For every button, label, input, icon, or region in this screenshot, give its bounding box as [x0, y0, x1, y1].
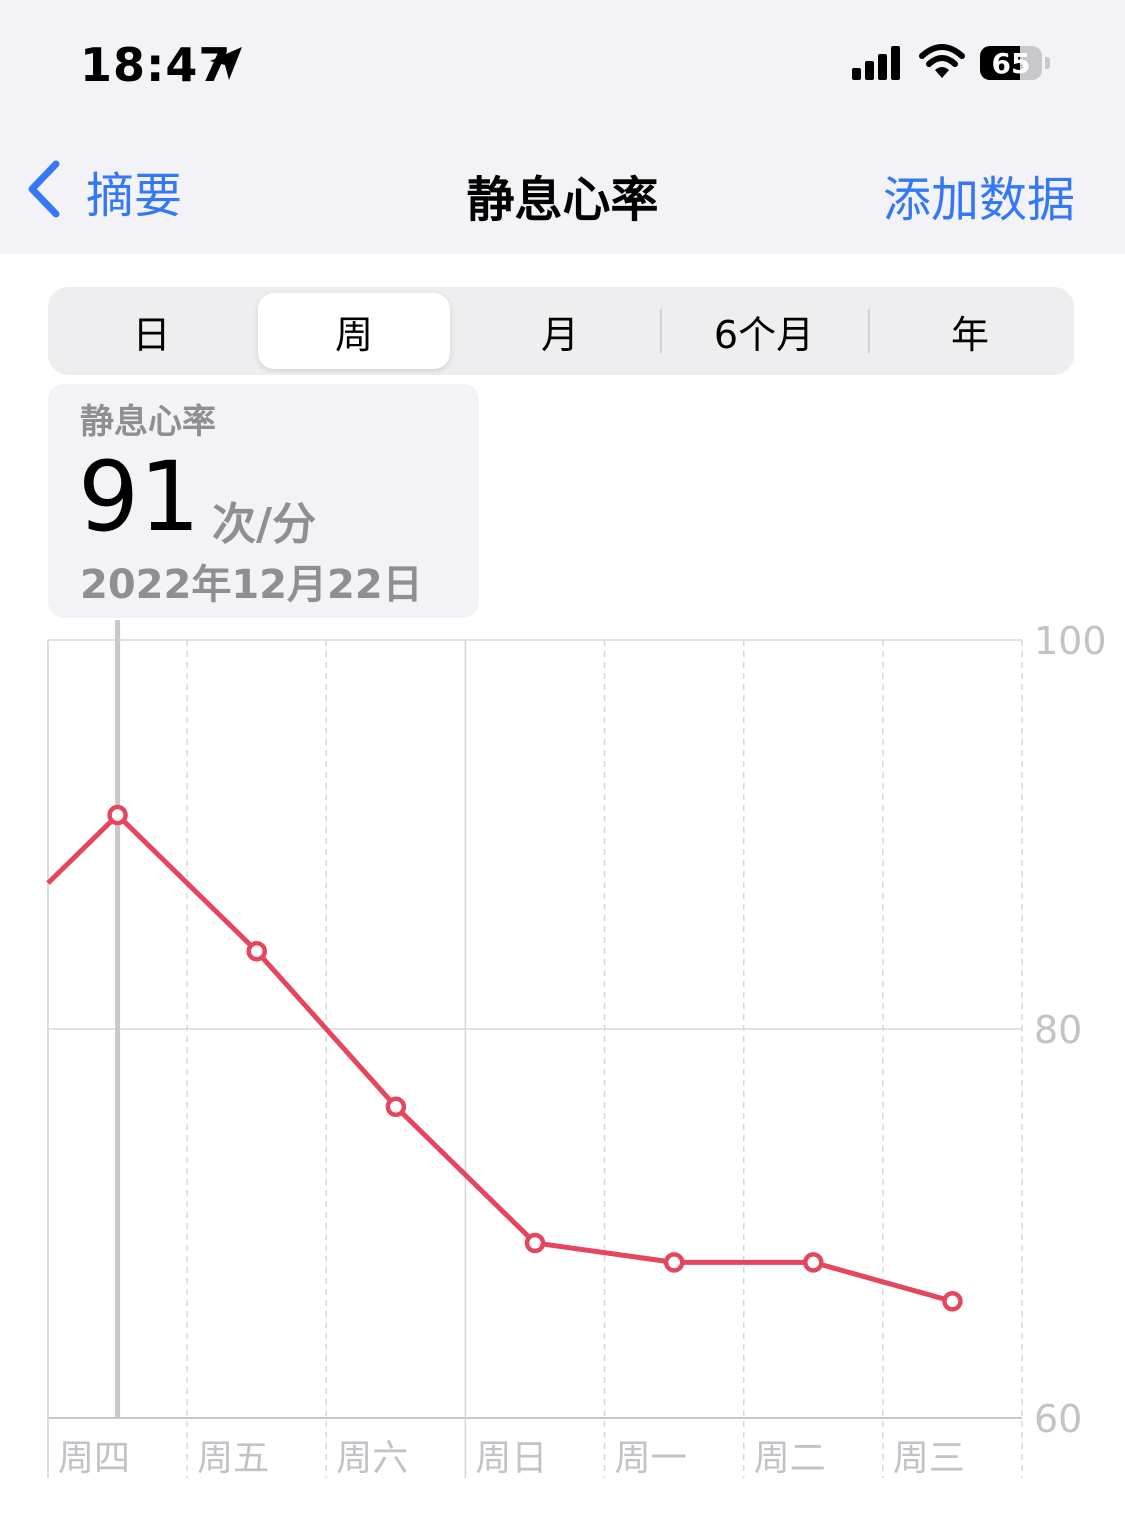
data-point: [107, 804, 128, 826]
x-tick-label: 周日: [475, 1438, 547, 1479]
location-arrow-icon: [206, 44, 246, 88]
time-range-segmented-control: 日 周 月 6个月 年: [48, 287, 1074, 375]
callout-label: 静息心率: [80, 402, 216, 442]
callout-date: 2022年12月22日: [80, 562, 423, 608]
segment-day[interactable]: 日: [132, 312, 171, 357]
battery-icon: 65: [980, 44, 1052, 84]
data-point: [385, 1096, 407, 1118]
wifi-icon: [918, 42, 966, 86]
segment-month[interactable]: 月: [540, 312, 579, 357]
back-button-label: 摘要: [86, 168, 183, 224]
segment-divider: [868, 309, 870, 353]
y-tick-label: 60: [1034, 1397, 1082, 1441]
callout-value: 91: [78, 441, 201, 553]
x-tick-label: 周一: [615, 1438, 687, 1479]
back-button[interactable]: 摘要: [24, 156, 182, 226]
y-tick-label: 100: [1034, 619, 1107, 663]
data-point: [663, 1252, 685, 1273]
x-tick-label: 周五: [197, 1438, 269, 1479]
segment-6-months[interactable]: 6个月: [713, 312, 815, 357]
data-point: [803, 1252, 824, 1273]
segment-year[interactable]: 年: [950, 312, 989, 357]
battery-fill: [980, 46, 1021, 80]
selected-value-callout: 静息心率 91 次/分 2022年12月22日: [48, 384, 479, 618]
x-tick-label: 周三: [893, 1438, 965, 1479]
x-tick-label: 周六: [336, 1438, 408, 1479]
data-point: [942, 1291, 963, 1312]
y-tick-label: 80: [1034, 1008, 1082, 1052]
data-point: [524, 1232, 546, 1254]
segment-divider: [660, 309, 662, 353]
navigation-bar: 摘要 静息心率 添加数据: [0, 130, 1125, 254]
page-title: 静息心率: [466, 172, 659, 228]
series-line: [46, 812, 954, 1304]
callout-unit: 次/分: [212, 499, 317, 550]
status-bar: 18:47 65: [0, 0, 1125, 130]
header-area: 18:47 65: [0, 0, 1125, 254]
data-point: [246, 940, 267, 962]
segment-week[interactable]: 周: [258, 293, 450, 369]
status-time: 18:47: [80, 38, 232, 92]
add-data-button[interactable]: 添加数据: [882, 172, 1075, 228]
cellular-signal-icon: [850, 44, 906, 86]
x-tick-label: 周二: [754, 1438, 826, 1479]
battery-level-text: 65: [991, 47, 1031, 80]
chevron-left-icon: [24, 158, 64, 224]
x-tick-label: 周四: [58, 1438, 130, 1479]
